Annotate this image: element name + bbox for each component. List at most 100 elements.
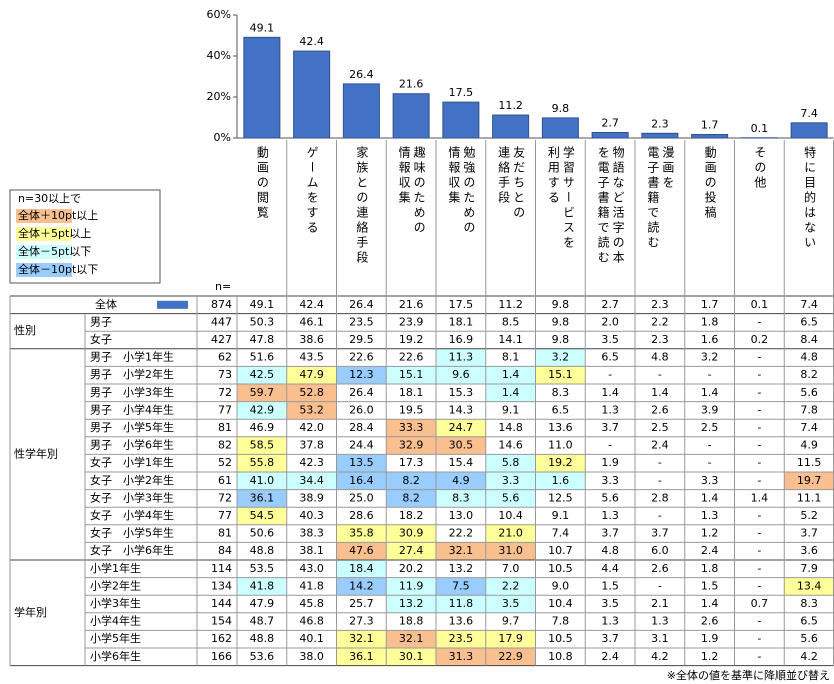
value-cell: 5.8 bbox=[502, 456, 520, 469]
value-cell: - bbox=[757, 527, 761, 540]
n-cell: 166 bbox=[211, 650, 232, 663]
value-cell: 9.8 bbox=[552, 298, 570, 311]
legend-swatch bbox=[16, 209, 72, 223]
value-cell: 27.3 bbox=[349, 615, 374, 628]
n-cell: 81 bbox=[218, 421, 232, 434]
n-cell: 73 bbox=[218, 368, 232, 381]
value-cell: 11.9 bbox=[399, 579, 424, 592]
value-cell: 11.3 bbox=[449, 351, 474, 364]
cell-shade bbox=[386, 577, 436, 596]
value-cell: 22.6 bbox=[349, 351, 374, 364]
legend-label: 全体＋10pt以上 bbox=[18, 208, 98, 222]
category-label-box: 特に目的はない bbox=[803, 146, 817, 251]
value-cell: 5.6 bbox=[502, 491, 520, 504]
value-cell: 10.4 bbox=[498, 509, 523, 522]
value-cell: 32.1 bbox=[449, 544, 474, 557]
value-cell: 11.1 bbox=[797, 491, 822, 504]
value-cell: 1.4 bbox=[751, 491, 769, 504]
value-cell: 1.4 bbox=[502, 368, 520, 381]
value-cell: 48.8 bbox=[250, 632, 275, 645]
value-cell: 12.5 bbox=[548, 491, 573, 504]
cell-shade bbox=[386, 648, 436, 666]
cell-shade bbox=[436, 366, 486, 384]
bar bbox=[790, 122, 828, 139]
value-cell: - bbox=[658, 579, 662, 592]
cell-shade bbox=[386, 542, 436, 560]
value-cell: 1.3 bbox=[601, 615, 619, 628]
category-label: 物語など活字の本 を電子書籍で読む bbox=[596, 146, 626, 266]
value-cell: 20.2 bbox=[399, 562, 424, 575]
value-cell: 43.0 bbox=[299, 562, 324, 575]
cell-shade bbox=[237, 436, 287, 455]
value-cell: 52.8 bbox=[299, 386, 324, 399]
value-cell: 41.8 bbox=[299, 579, 324, 592]
value-cell: 2.3 bbox=[651, 333, 669, 346]
value-cell: 27.4 bbox=[399, 544, 424, 557]
value-cell: 1.3 bbox=[601, 403, 619, 416]
bar bbox=[293, 50, 331, 139]
cell-shade bbox=[436, 419, 486, 437]
value-label: 17.5 bbox=[449, 86, 474, 99]
value-cell: 10.4 bbox=[548, 597, 573, 610]
legend-label: 全体－10pt以下 bbox=[18, 262, 98, 276]
value-cell: 37.8 bbox=[299, 439, 324, 452]
value-cell: 9.8 bbox=[552, 315, 570, 328]
value-cell: 48.7 bbox=[250, 615, 275, 628]
value-cell: 15.4 bbox=[449, 456, 474, 469]
value-cell: 1.5 bbox=[701, 579, 719, 592]
cell-shade bbox=[436, 489, 486, 508]
value-cell: 36.1 bbox=[349, 650, 374, 663]
value-cell: 24.7 bbox=[449, 421, 474, 434]
n-cell: 61 bbox=[218, 474, 232, 487]
value-cell: 2.1 bbox=[651, 597, 669, 610]
value-cell: 16.9 bbox=[449, 333, 474, 346]
value-cell: - bbox=[757, 351, 761, 364]
group-label: 性学年別 bbox=[14, 446, 58, 460]
value-cell: 19.2 bbox=[399, 333, 424, 346]
value-cell: 1.8 bbox=[701, 562, 719, 575]
value-cell: 40.1 bbox=[299, 632, 324, 645]
value-label: 7.4 bbox=[800, 107, 818, 120]
value-cell: 47.9 bbox=[250, 597, 275, 610]
value-cell: 0.2 bbox=[751, 333, 769, 346]
row-label: 小学1年生 bbox=[90, 561, 141, 575]
value-cell: 2.4 bbox=[601, 650, 619, 663]
value-cell: 5.6 bbox=[800, 386, 818, 399]
value-cell: - bbox=[757, 386, 761, 399]
value-cell: 13.2 bbox=[449, 562, 474, 575]
category-label-box: 勉強のための 情報収集 bbox=[447, 146, 476, 236]
n-cell: 162 bbox=[211, 632, 232, 645]
n-cell: 427 bbox=[211, 333, 232, 346]
value-cell: 1.7 bbox=[701, 298, 719, 311]
value-cell: 7.8 bbox=[552, 615, 570, 628]
value-cell: 17.3 bbox=[399, 456, 424, 469]
row-label: 小学6年生 bbox=[90, 649, 141, 663]
cell-shade bbox=[286, 366, 337, 384]
value-cell: 6.5 bbox=[552, 403, 570, 416]
category-label-box: 動画の閲覧 bbox=[255, 146, 269, 221]
value-cell: 4.8 bbox=[800, 351, 818, 364]
value-cell: 13.6 bbox=[548, 421, 573, 434]
category-label: 趣味のための 情報収集 bbox=[397, 146, 427, 236]
value-cell: 53.6 bbox=[250, 650, 275, 663]
category-label: 家族との連絡手段 bbox=[354, 146, 369, 266]
n-cell: 144 bbox=[211, 597, 232, 610]
row-label: 小学2年生 bbox=[90, 578, 141, 592]
category-label: 漫画を 電子書籍で読む bbox=[645, 146, 675, 251]
legend-title: n=30以上で bbox=[18, 192, 81, 205]
cell-shade bbox=[485, 454, 536, 472]
value-cell: 4.9 bbox=[800, 439, 818, 452]
y-tick-label: 40% bbox=[207, 49, 231, 62]
value-cell: 9.6 bbox=[452, 368, 470, 381]
value-cell: 13.5 bbox=[349, 456, 374, 469]
value-cell: 19.7 bbox=[797, 474, 822, 487]
value-cell: 8.5 bbox=[502, 315, 520, 328]
cell-shade bbox=[436, 648, 486, 666]
n-cell: 154 bbox=[211, 615, 232, 628]
value-cell: 25.7 bbox=[349, 597, 374, 610]
value-cell: 21.0 bbox=[498, 527, 523, 540]
value-cell: 3.7 bbox=[651, 527, 669, 540]
cell-shade bbox=[485, 577, 536, 596]
cell-shade bbox=[336, 560, 387, 578]
